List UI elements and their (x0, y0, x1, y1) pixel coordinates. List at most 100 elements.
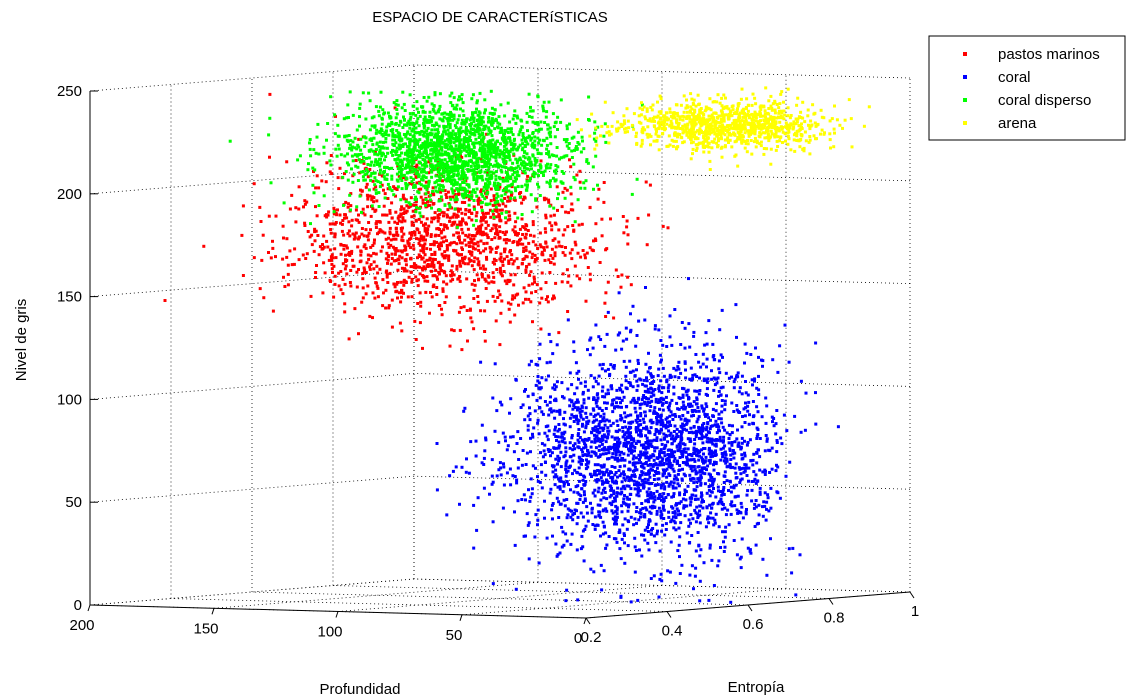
data-point (601, 532, 605, 536)
data-point (691, 373, 695, 377)
data-point (536, 247, 540, 250)
data-point (509, 273, 513, 277)
data-point (487, 126, 491, 130)
data-point (565, 124, 569, 128)
data-point (546, 295, 549, 299)
data-point (583, 384, 587, 388)
data-point (539, 120, 543, 124)
data-point (498, 122, 502, 126)
data-point (471, 128, 475, 131)
data-point (682, 504, 686, 508)
data-point (657, 387, 661, 390)
data-point (685, 455, 689, 459)
data-point (401, 193, 405, 197)
data-point (439, 139, 443, 143)
data-point (274, 214, 278, 218)
data-point (642, 420, 646, 424)
data-point (714, 419, 718, 423)
entropy-tick-label: 0.6 (743, 616, 764, 633)
data-point (341, 292, 345, 296)
data-point (552, 296, 556, 300)
data-point (382, 291, 385, 295)
data-point (658, 453, 661, 457)
data-point (565, 480, 569, 484)
data-point (327, 258, 331, 262)
data-point (681, 442, 685, 446)
data-point (372, 251, 376, 255)
data-point (346, 139, 350, 143)
data-point (686, 410, 690, 414)
data-point (608, 484, 612, 488)
data-point (643, 400, 647, 404)
data-point (494, 223, 498, 227)
data-point (591, 346, 595, 350)
data-point (598, 469, 602, 473)
data-point (644, 396, 647, 399)
data-point (711, 442, 715, 446)
data-point (470, 320, 474, 324)
data-point (571, 472, 574, 476)
data-point (392, 185, 396, 189)
data-point (349, 208, 352, 212)
data-point (443, 250, 447, 254)
data-point (586, 388, 590, 392)
data-point (526, 428, 530, 432)
data-point (553, 398, 556, 402)
data-point (681, 400, 685, 404)
data-point (400, 266, 404, 270)
data-point (681, 467, 684, 471)
data-point (659, 413, 663, 417)
data-point (560, 525, 564, 529)
data-point (623, 438, 627, 442)
data-point (423, 253, 427, 257)
data-point (458, 275, 462, 278)
data-point (656, 529, 659, 533)
data-point (482, 242, 486, 246)
data-point (668, 401, 672, 405)
data-point (582, 401, 586, 405)
data-point (584, 443, 588, 447)
data-point (352, 264, 356, 268)
data-point (511, 240, 515, 244)
data-point (586, 348, 589, 352)
data-point (629, 438, 633, 442)
data-point (588, 338, 592, 342)
data-point (311, 166, 315, 170)
data-point (654, 400, 658, 404)
data-point (764, 518, 768, 522)
data-point (460, 155, 464, 159)
data-point (775, 409, 779, 412)
data-point (528, 406, 531, 410)
data-point (662, 462, 666, 465)
data-point (268, 92, 272, 96)
data-point (348, 251, 351, 254)
data-point (490, 106, 494, 110)
data-point (558, 444, 562, 448)
data-point (761, 557, 765, 561)
data-point (402, 232, 406, 236)
data-point (400, 295, 403, 299)
data-point (721, 440, 725, 444)
data-point (683, 514, 687, 518)
data-point (480, 205, 483, 209)
data-point (461, 259, 465, 262)
data-point (555, 446, 559, 450)
data-point (343, 302, 347, 306)
data-point (493, 299, 497, 303)
data-point (362, 178, 366, 182)
data-point (702, 379, 706, 383)
data-point (712, 477, 716, 481)
data-point (660, 495, 664, 499)
data-point (394, 210, 398, 214)
data-point (430, 216, 434, 220)
data-point (580, 135, 584, 139)
data-point (678, 501, 681, 505)
data-point (536, 418, 540, 422)
data-point (383, 213, 386, 217)
data-point (689, 439, 693, 443)
data-point (359, 188, 362, 192)
data-point (591, 491, 595, 495)
data-point (636, 362, 640, 365)
data-point (680, 452, 684, 456)
data-point (612, 492, 616, 496)
